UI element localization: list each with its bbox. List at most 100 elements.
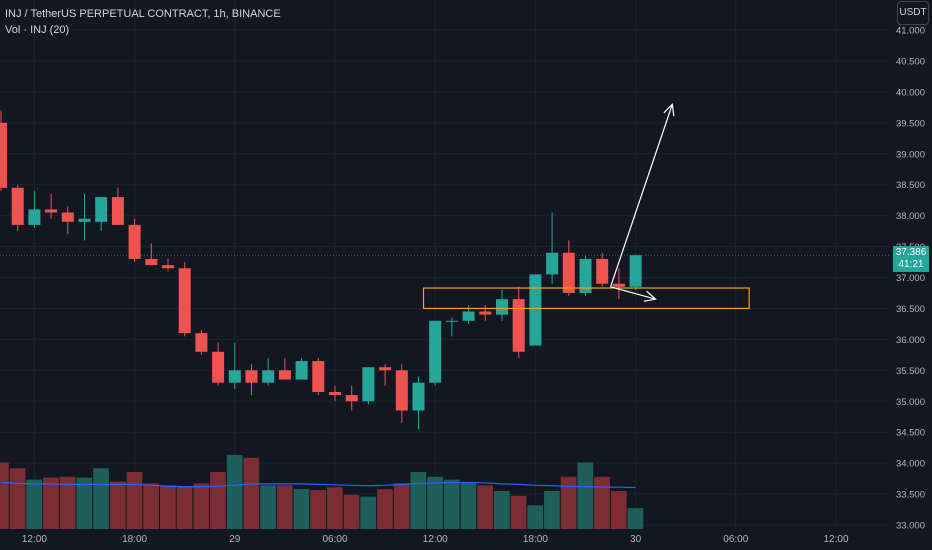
candle-body	[445, 320, 458, 322]
candle	[111, 187, 124, 225]
price-tick-label: 34.500	[896, 428, 925, 439]
candle	[11, 184, 24, 232]
candle	[362, 367, 375, 405]
candle-body	[245, 370, 258, 383]
volume-bar	[544, 491, 560, 529]
volume-ma-line	[0, 481, 636, 489]
candle	[228, 342, 241, 389]
candle-body	[512, 299, 525, 352]
volume-bar	[276, 485, 293, 529]
candle	[329, 385, 341, 402]
candle-body	[562, 252, 575, 293]
currency-button[interactable]: USDT	[897, 1, 929, 25]
candle-body	[579, 258, 592, 293]
volume-bar	[93, 468, 109, 529]
volume-bar	[560, 476, 577, 529]
candle	[479, 305, 492, 321]
price-tick-label: 37.000	[896, 273, 925, 284]
candle	[45, 193, 58, 219]
price-tick-label: 39.500	[896, 118, 925, 129]
volume-bar	[327, 487, 343, 529]
volume-bar	[0, 462, 9, 529]
candle	[596, 252, 609, 287]
volume-bar	[360, 496, 377, 529]
volume-bar	[210, 472, 226, 529]
last-price-tag: 37.386 41:21	[893, 246, 929, 272]
time-tick-label: 06:00	[322, 534, 347, 545]
volume-bar	[160, 485, 176, 529]
volume-bar	[59, 476, 76, 529]
price-tick-label: 33.000	[896, 521, 925, 532]
candle-body	[128, 224, 141, 259]
volume-bar	[594, 476, 610, 529]
volume-bar	[377, 489, 393, 529]
candle	[612, 268, 625, 300]
candle	[0, 110, 7, 191]
candle	[212, 342, 225, 386]
volume-bar	[193, 483, 210, 529]
price-tick-label: 39.000	[896, 149, 925, 160]
volume-bar	[494, 491, 510, 529]
price-tick-label: 38.500	[896, 180, 925, 191]
candle-body	[596, 258, 609, 284]
chart-legend: INJ / TetherUS PERPETUAL CONTRACT, 1h, B…	[5, 6, 281, 38]
price-tick-label: 35.000	[896, 397, 925, 408]
volume-bar	[510, 495, 527, 529]
candle-body	[228, 370, 241, 383]
candle	[78, 193, 91, 241]
price-tick-label: 38.000	[896, 211, 925, 222]
candle-body	[95, 197, 108, 222]
time-tick-label: 29	[229, 534, 241, 545]
time-tick-label: 12:00	[423, 534, 448, 545]
candle-body	[212, 351, 225, 383]
volume-bar	[143, 483, 159, 529]
candle-body	[78, 218, 91, 222]
time-axis: 12:00 18:00 29 06:00 12:00 18:00 30 06:00 12:00	[22, 534, 849, 545]
bar-countdown: 41:21	[898, 259, 924, 270]
candle	[61, 206, 74, 235]
candle	[345, 385, 358, 411]
projection-arrow-side	[610, 286, 657, 302]
candle	[145, 243, 158, 266]
candle-body	[412, 382, 425, 411]
candle	[312, 357, 325, 396]
candle-body	[379, 367, 392, 371]
candle	[429, 320, 442, 386]
candle	[529, 274, 542, 346]
volume-indicator-label: Vol · INJ (20)	[5, 24, 70, 36]
volume-bar	[460, 482, 477, 529]
candle-body	[329, 391, 341, 396]
candle-body	[145, 258, 158, 266]
volume-bar	[343, 494, 360, 529]
candle	[445, 317, 458, 337]
volume-bar	[43, 477, 59, 529]
candle-body	[345, 395, 358, 402]
candle-body	[529, 274, 542, 346]
arrow-head	[643, 290, 657, 302]
candle-body	[479, 311, 492, 315]
candle	[28, 190, 41, 228]
candle-body	[45, 209, 58, 213]
volume-bar	[293, 489, 310, 529]
candle	[278, 357, 291, 380]
volume-bar	[126, 472, 143, 529]
volume-bar	[176, 486, 193, 529]
price-tick-label: 33.500	[896, 490, 925, 501]
last-price-value: 37.386	[895, 247, 927, 258]
volume-bars	[0, 454, 644, 529]
candle-body	[0, 122, 7, 188]
symbol-title: INJ / TetherUS PERPETUAL CONTRACT, 1h, B…	[5, 8, 281, 20]
arrow-head	[663, 102, 675, 117]
candle	[262, 357, 275, 386]
candle	[496, 289, 508, 321]
candle-body	[295, 361, 308, 380]
candle	[562, 240, 575, 297]
candle	[178, 262, 191, 337]
candle	[379, 364, 392, 386]
volume-bar	[577, 462, 594, 529]
volume-bar	[610, 491, 627, 529]
candle	[512, 286, 525, 358]
candle-body	[195, 333, 208, 352]
candle	[546, 212, 559, 284]
